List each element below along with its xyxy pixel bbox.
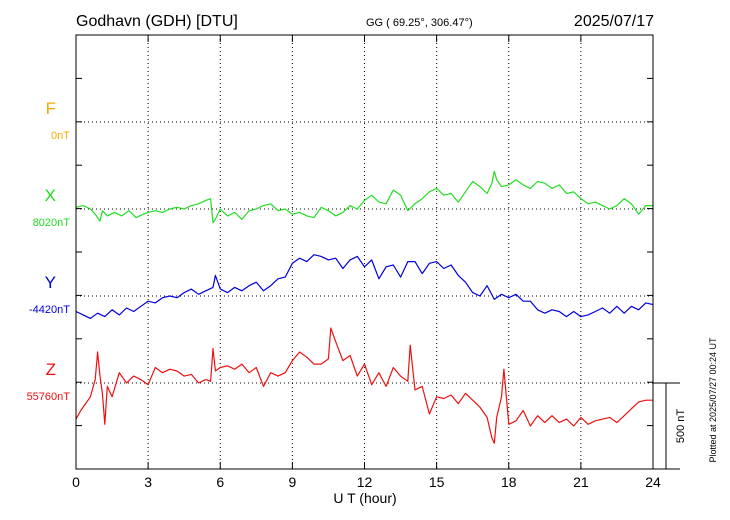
x-tick-label: 12 bbox=[357, 474, 373, 490]
grid bbox=[147, 35, 582, 469]
scale-bar bbox=[653, 382, 680, 470]
x-tick-label: 0 bbox=[72, 474, 80, 490]
date-label: 2025/07/17 bbox=[574, 13, 654, 30]
trace-baseline-f: 0nT bbox=[51, 130, 70, 142]
trace-z bbox=[75, 327, 653, 444]
x-tick-label: 18 bbox=[501, 474, 517, 490]
x-tick-label: 24 bbox=[645, 474, 661, 490]
x-tick-label: 9 bbox=[288, 474, 296, 490]
trace-name-f: F bbox=[46, 99, 56, 118]
x-tick-label: 21 bbox=[573, 474, 589, 490]
x-axis-ticks: 0 3 6 9 12 15 18 21 24 bbox=[72, 34, 661, 490]
station-coordinates: GG ( 69.25°, 306.47°) bbox=[366, 17, 473, 29]
trace-lines bbox=[75, 170, 654, 444]
trace-name-z: Z bbox=[46, 360, 56, 379]
x-axis-title: U T (hour) bbox=[333, 490, 396, 506]
station-title: Godhavn (GDH) [DTU] bbox=[76, 13, 238, 30]
trace-baseline-z: 55760nT bbox=[27, 391, 71, 403]
trace-name-y: Y bbox=[45, 273, 56, 292]
x-tick-label: 3 bbox=[144, 474, 152, 490]
plot-timestamp: Plotted at 2025/07/27 00:24 UT bbox=[708, 337, 718, 463]
trace-x bbox=[75, 170, 653, 224]
scale-bar-label: 500 nT bbox=[675, 409, 687, 444]
trace-name-x: X bbox=[45, 186, 56, 205]
x-tick-label: 6 bbox=[216, 474, 224, 490]
trace-baseline-x: 8020nT bbox=[33, 217, 71, 229]
x-tick-label: 15 bbox=[429, 474, 445, 490]
trace-labels: F 0nT X 8020nT Y -4420nT Z 55760nT bbox=[27, 99, 71, 403]
trace-baseline-y: -4420nT bbox=[29, 304, 70, 316]
trace-y bbox=[75, 254, 654, 319]
